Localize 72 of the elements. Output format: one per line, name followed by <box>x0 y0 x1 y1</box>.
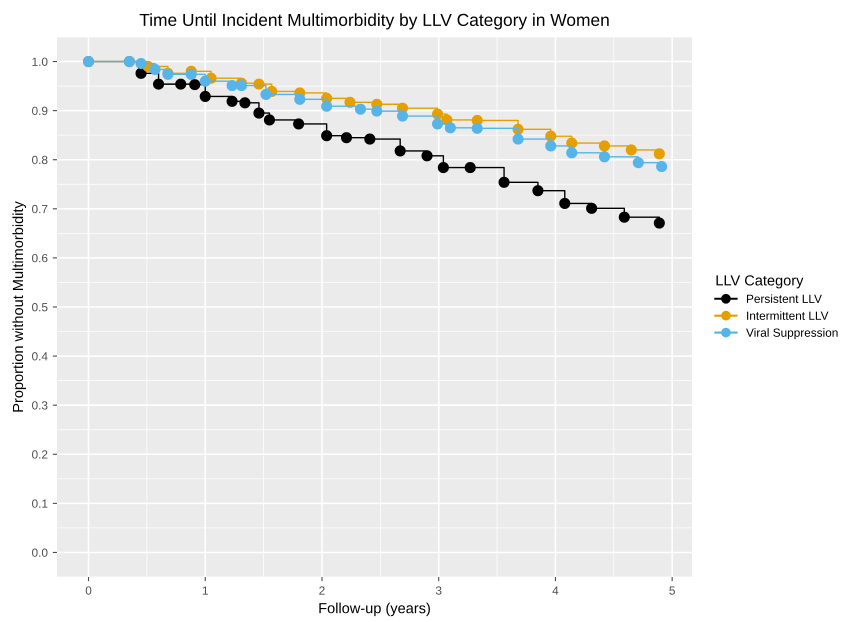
point <box>464 162 476 174</box>
point <box>438 162 449 174</box>
point <box>421 150 433 162</box>
y-tick-label: 0.3 <box>32 401 48 410</box>
point <box>598 151 610 162</box>
point <box>186 68 197 80</box>
x-tick-label: 3 <box>436 586 442 595</box>
point <box>239 97 250 108</box>
point <box>260 88 272 100</box>
point <box>200 76 211 87</box>
y-tick-label: 0.6 <box>32 254 48 262</box>
point <box>226 80 238 92</box>
y-axis-title: Proportion without Multimorbidity <box>12 201 26 412</box>
y-tick-label: 0.5 <box>32 303 48 312</box>
point <box>135 58 147 70</box>
point <box>566 137 578 149</box>
point <box>498 176 510 188</box>
point <box>189 79 200 90</box>
y-tick-label: 0.7 <box>32 204 48 214</box>
x-tick-label: 4 <box>552 586 558 595</box>
point <box>559 198 570 209</box>
point <box>654 218 665 229</box>
y-tick-label: 0.9 <box>32 106 48 116</box>
point <box>226 96 238 107</box>
legend-label: Persistent LLV <box>746 294 822 304</box>
x-tick-label: 2 <box>319 586 325 595</box>
point <box>632 157 644 168</box>
point <box>566 147 578 158</box>
point <box>152 78 164 90</box>
point <box>294 94 306 105</box>
point <box>586 202 598 214</box>
y-tick-label: 0.8 <box>32 156 48 164</box>
point <box>135 68 147 79</box>
point <box>175 78 186 90</box>
point <box>253 108 264 119</box>
point <box>654 148 665 160</box>
x-axis-title: Follow-up (years) <box>319 602 430 616</box>
chart-title: Time Until Incident Multimorbidity by LLV Category in Women <box>140 13 609 30</box>
y-tick-label: 0.4 <box>32 352 48 360</box>
point <box>321 100 332 112</box>
point <box>444 122 456 134</box>
point <box>394 145 406 156</box>
point <box>656 161 668 172</box>
point <box>598 140 610 152</box>
point <box>396 110 408 122</box>
point <box>149 64 161 75</box>
point <box>321 130 332 142</box>
legend-label: Intermittent LLV <box>747 311 828 320</box>
point <box>626 144 637 156</box>
point <box>200 90 211 102</box>
point <box>532 185 544 196</box>
point <box>293 118 304 130</box>
x-tick-label: 5 <box>669 586 675 595</box>
point <box>264 114 275 126</box>
point <box>340 132 352 144</box>
point <box>371 106 382 117</box>
point <box>618 212 630 223</box>
y-tick-label: 0.0 <box>32 548 48 557</box>
y-tick-label: 1.0 <box>32 58 48 66</box>
x-tick-label: 1 <box>202 586 208 595</box>
y-tick-label: 0.2 <box>32 450 48 459</box>
legend-label: Viral Suppression <box>746 328 838 340</box>
point <box>364 134 376 145</box>
point <box>512 134 524 145</box>
legend-title: LLV Category <box>716 275 804 288</box>
y-tick-label: 0.1 <box>32 499 48 508</box>
x-tick-label: 0 <box>86 586 92 595</box>
point <box>545 140 556 152</box>
point <box>236 80 247 92</box>
point <box>354 104 366 115</box>
point <box>432 118 444 130</box>
point <box>472 122 483 134</box>
